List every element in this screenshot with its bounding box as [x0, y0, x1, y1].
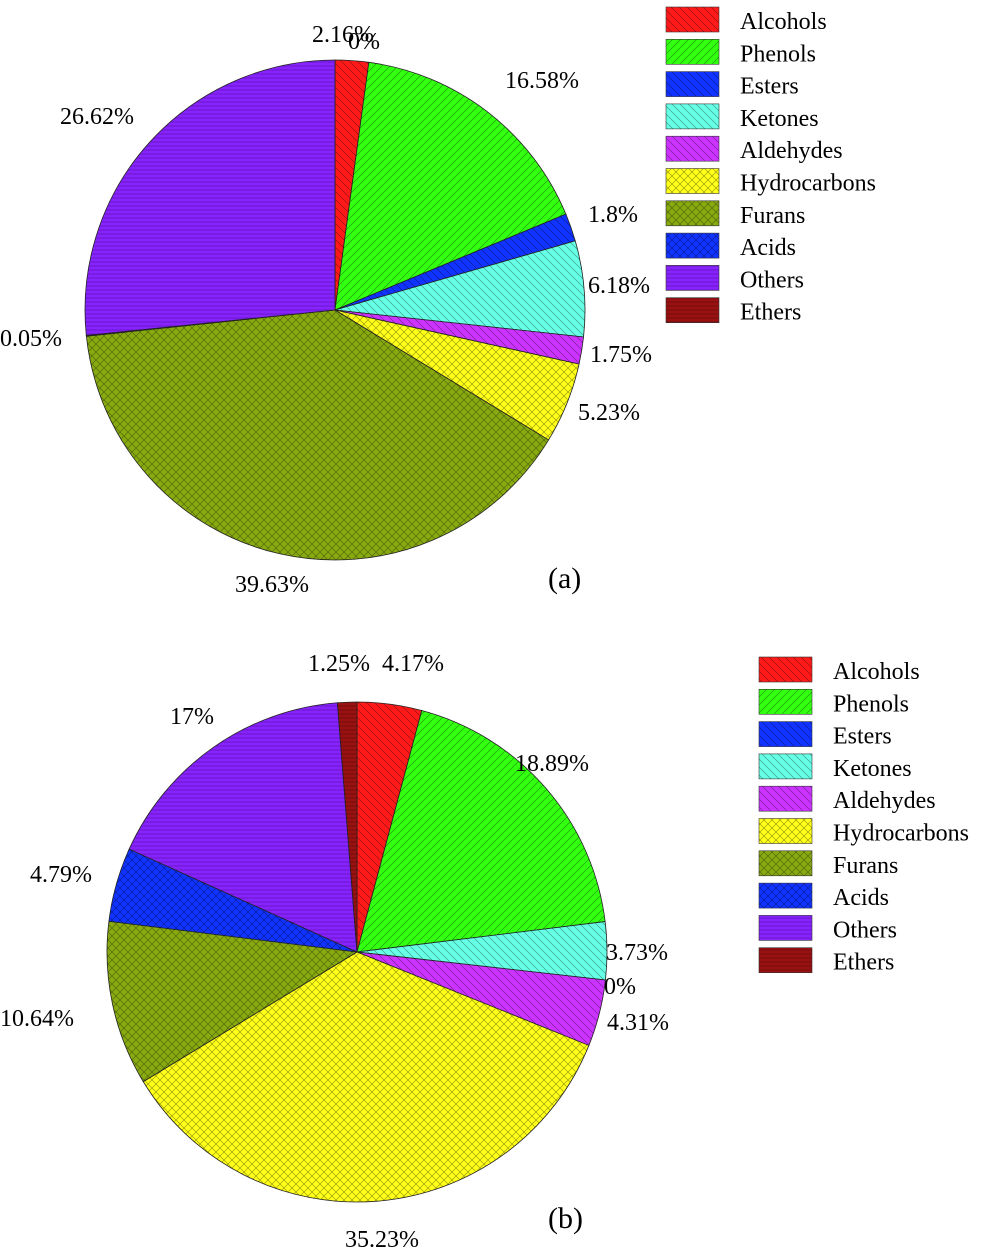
legend-label-ethers: Ethers — [833, 950, 894, 976]
legend-item-ethers: Ethers — [758, 947, 894, 976]
legend-label-others: Others — [740, 267, 804, 293]
legend-swatch-others — [665, 265, 720, 291]
slice-label-ethers: 1.25% — [308, 651, 370, 677]
legend-swatch-ethers — [758, 947, 813, 974]
legend-label-phenols: Phenols — [740, 41, 816, 67]
legend-item-alcohols: Alcohols — [758, 656, 920, 685]
legend-label-esters: Esters — [740, 74, 799, 100]
legend-swatch-aldehydes — [758, 785, 813, 812]
pie-chart-a: 2.16% 16.58% 1.8% 6.18% 1.75% 5.23% 39.63% 0.05… — [0, 22, 652, 598]
legend-label-esters: Esters — [833, 724, 892, 750]
legend-label-hydrocarbons: Hydrocarbons — [833, 821, 969, 847]
legend-swatch-acids — [665, 232, 720, 259]
slice-label-acids: 0.05% — [0, 326, 62, 352]
legend-label-acids: Acids — [833, 885, 889, 911]
legend-swatch-esters — [758, 721, 813, 747]
legend-label-alcohols: Alcohols — [833, 659, 920, 685]
slice-furans — [85, 309, 550, 561]
legend-item-others: Others — [758, 915, 897, 943]
legend-item-alcohols: Alcohols — [665, 6, 827, 35]
legend-swatch-phenols — [665, 38, 720, 65]
slice-label-ketones: 6.18% — [588, 273, 650, 299]
slice-label-aldehydes: 1.75% — [590, 342, 652, 368]
slice-label-phenols: 18.89% — [515, 751, 589, 777]
slice-others — [128, 702, 358, 953]
legend-item-acids: Acids — [665, 232, 796, 261]
legend-item-hydrocarbons: Hydrocarbons — [665, 168, 876, 197]
legend-swatch-aldehydes — [665, 135, 720, 162]
slice-ethers — [336, 701, 358, 953]
legend-label-aldehydes: Aldehydes — [740, 138, 843, 164]
slice-label-others: 26.62% — [60, 104, 134, 130]
legend-swatch-ketones — [758, 753, 813, 780]
legend-label-hydrocarbons: Hydrocarbons — [740, 171, 876, 197]
legend-item-aldehydes: Aldehydes — [665, 135, 843, 164]
legend-swatch-ethers — [665, 297, 720, 324]
legend-swatch-alcohols — [758, 656, 813, 683]
slice-phenols — [356, 710, 606, 953]
legend-item-acids: Acids — [758, 882, 889, 911]
legend-item-others: Others — [665, 265, 804, 293]
slice-label-esters: 1.8% — [588, 202, 638, 228]
legend-label-ketones: Ketones — [833, 756, 912, 782]
legend-label-aldehydes: Aldehydes — [833, 788, 936, 814]
legend-swatch-furans — [665, 200, 720, 227]
legend-label-acids: Acids — [740, 235, 796, 261]
legend-item-ketones: Ketones — [665, 103, 819, 132]
panel-label-b: (b) — [548, 1202, 583, 1235]
legend-label-furans: Furans — [740, 203, 805, 229]
legend-swatch-phenols — [758, 688, 813, 715]
panel-label-a: (a) — [548, 562, 581, 595]
legend-swatch-acids — [758, 882, 813, 909]
legend-item-esters: Esters — [758, 721, 892, 750]
slice-label-ethers: 0% — [348, 29, 380, 55]
slice-label-alcohols: 4.17% — [382, 651, 444, 677]
legend-b: Alcohols Phenols Esters Ketones Aldehydes Hyd… — [758, 656, 969, 976]
legend-item-phenols: Phenols — [665, 38, 816, 67]
legend-swatch-esters — [665, 71, 720, 97]
slice-others — [84, 59, 336, 336]
slice-label-esters: 0% — [604, 974, 636, 1000]
slice-label-furans: 39.63% — [235, 572, 309, 598]
slice-label-others: 17% — [170, 704, 214, 730]
slice-label-ketones: 3.73% — [606, 940, 668, 966]
legend-swatch-ketones — [665, 103, 720, 130]
slice-label-hydrocarbons: 5.23% — [578, 400, 640, 426]
slice-label-hydrocarbons: 35.23% — [345, 1227, 419, 1253]
slice-label-phenols: 16.58% — [505, 68, 579, 94]
slice-label-aldehydes: 4.31% — [607, 1010, 669, 1036]
legend-item-esters: Esters — [665, 71, 799, 100]
slice-label-furans: 10.64% — [0, 1006, 74, 1032]
legend-label-ethers: Ethers — [740, 300, 801, 326]
legend-swatch-furans — [758, 850, 813, 877]
legend-item-furans: Furans — [665, 200, 805, 229]
legend-label-alcohols: Alcohols — [740, 9, 827, 35]
pie-chart-b: 4.17% 18.89% 0% 3.73% 4.31% 35.23% 10.64% 4.79%… — [0, 651, 669, 1253]
legend-item-furans: Furans — [758, 850, 898, 879]
legend-label-phenols: Phenols — [833, 691, 909, 717]
legend-a: Alcohols Phenols Esters Ketones Aldehydes Hyd… — [665, 6, 876, 326]
slice-furans — [106, 920, 359, 1083]
legend-item-phenols: Phenols — [758, 688, 909, 717]
legend-item-ethers: Ethers — [665, 297, 801, 326]
slice-label-alcohols: 2.16% — [312, 22, 374, 48]
legend-swatch-hydrocarbons — [665, 168, 720, 194]
legend-label-furans: Furans — [833, 853, 898, 879]
slice-phenols — [334, 61, 567, 311]
legend-swatch-alcohols — [665, 6, 720, 33]
slice-label-acids: 4.79% — [30, 862, 92, 888]
legend-item-hydrocarbons: Hydrocarbons — [758, 818, 969, 847]
legend-label-ketones: Ketones — [740, 106, 819, 132]
legend-swatch-others — [758, 915, 813, 941]
legend-item-aldehydes: Aldehydes — [758, 785, 936, 814]
legend-label-others: Others — [833, 917, 897, 943]
legend-swatch-hydrocarbons — [758, 818, 813, 844]
legend-item-ketones: Ketones — [758, 753, 912, 782]
